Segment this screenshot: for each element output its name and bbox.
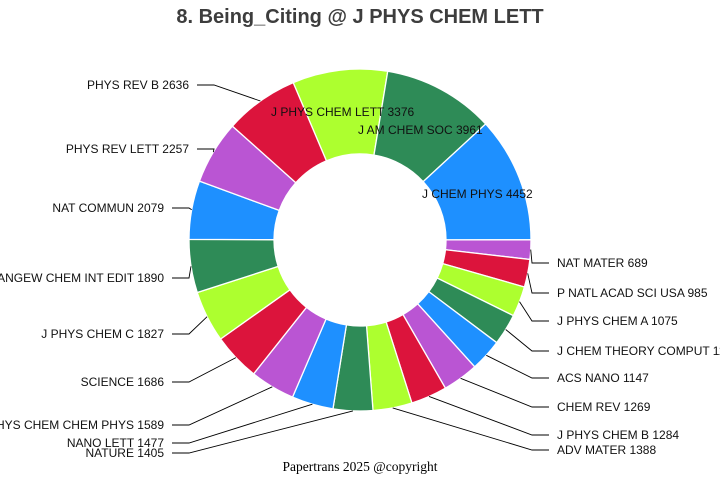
svg-text:ANGEW CHEM INT EDIT 1890: ANGEW CHEM INT EDIT 1890 <box>0 271 164 285</box>
svg-text:NAT MATER 689: NAT MATER 689 <box>557 256 648 270</box>
svg-text:J PHYS CHEM LETT 3376: J PHYS CHEM LETT 3376 <box>271 105 414 119</box>
svg-text:NAT COMMUN 2079: NAT COMMUN 2079 <box>52 201 164 215</box>
svg-text:J CHEM THEORY COMPUT 1111: J CHEM THEORY COMPUT 1111 <box>557 344 720 358</box>
svg-text:PHYS CHEM CHEM PHYS 1589: PHYS CHEM CHEM PHYS 1589 <box>0 418 164 432</box>
svg-text:SCIENCE 1686: SCIENCE 1686 <box>81 375 165 389</box>
svg-text:CHEM REV 1269: CHEM REV 1269 <box>557 400 651 414</box>
svg-text:J PHYS CHEM B 1284: J PHYS CHEM B 1284 <box>557 428 679 442</box>
svg-text:J AM CHEM SOC 3961: J AM CHEM SOC 3961 <box>358 123 483 137</box>
svg-text:J CHEM PHYS 4452: J CHEM PHYS 4452 <box>422 187 533 201</box>
svg-text:ACS NANO 1147: ACS NANO 1147 <box>557 371 649 385</box>
svg-text:J PHYS CHEM C 1827: J PHYS CHEM C 1827 <box>41 327 164 341</box>
svg-text:NATURE 1405: NATURE 1405 <box>86 446 165 460</box>
svg-text:PHYS REV B 2636: PHYS REV B 2636 <box>87 78 189 92</box>
svg-text:ADV MATER 1388: ADV MATER 1388 <box>557 443 656 457</box>
svg-text:PHYS REV LETT 2257: PHYS REV LETT 2257 <box>66 142 189 156</box>
svg-text:J PHYS CHEM A 1075: J PHYS CHEM A 1075 <box>557 314 678 328</box>
svg-text:P NATL ACAD SCI USA 985: P NATL ACAD SCI USA 985 <box>557 286 708 300</box>
